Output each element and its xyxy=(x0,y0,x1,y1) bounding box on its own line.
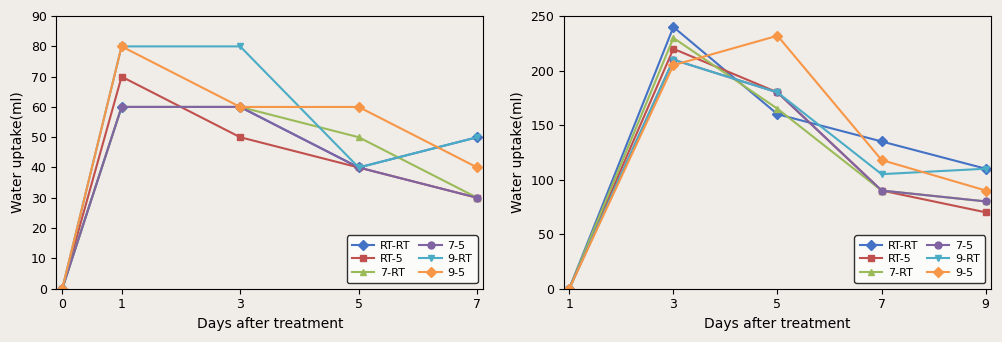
RT-5 xyxy=(876,188,888,193)
Line: 7-5: 7-5 xyxy=(566,56,989,292)
7-5 xyxy=(56,287,68,291)
7-RT xyxy=(353,135,365,139)
Line: 9-RT: 9-RT xyxy=(59,43,481,292)
7-5 xyxy=(876,188,888,193)
X-axis label: Days after treatment: Days after treatment xyxy=(704,317,851,331)
Line: RT-RT: RT-RT xyxy=(59,104,481,292)
RT-5 xyxy=(563,287,575,291)
7-RT xyxy=(471,196,483,200)
7-RT xyxy=(980,199,992,203)
7-RT xyxy=(115,105,127,109)
Line: 9-5: 9-5 xyxy=(59,43,481,292)
RT-RT xyxy=(772,112,784,116)
7-5 xyxy=(980,199,992,203)
Line: RT-5: RT-5 xyxy=(59,73,481,292)
Line: 9-5: 9-5 xyxy=(566,32,989,292)
9-5 xyxy=(563,287,575,291)
Line: 9-RT: 9-RT xyxy=(566,56,989,292)
RT-5 xyxy=(667,47,679,51)
Line: 7-RT: 7-RT xyxy=(566,35,989,292)
Legend: RT-RT, RT-5, 7-RT, 7-5, 9-RT, 9-5: RT-RT, RT-5, 7-RT, 7-5, 9-RT, 9-5 xyxy=(347,235,478,283)
7-RT xyxy=(876,188,888,193)
7-5 xyxy=(115,105,127,109)
7-5 xyxy=(563,287,575,291)
9-5 xyxy=(876,158,888,162)
RT-5 xyxy=(234,135,246,139)
RT-5 xyxy=(115,75,127,79)
Y-axis label: Water uptake(ml): Water uptake(ml) xyxy=(11,92,25,213)
Y-axis label: Water uptake(ml): Water uptake(ml) xyxy=(511,92,525,213)
9-5 xyxy=(471,166,483,170)
7-RT xyxy=(772,107,784,111)
X-axis label: Days after treatment: Days after treatment xyxy=(196,317,343,331)
9-5 xyxy=(115,44,127,49)
RT-5 xyxy=(56,287,68,291)
Line: RT-5: RT-5 xyxy=(566,45,989,292)
RT-RT xyxy=(563,287,575,291)
9-5 xyxy=(234,105,246,109)
9-RT xyxy=(115,44,127,49)
Line: 7-RT: 7-RT xyxy=(59,104,481,292)
RT-RT xyxy=(234,105,246,109)
9-RT xyxy=(876,172,888,176)
RT-RT xyxy=(56,287,68,291)
RT-5 xyxy=(772,90,784,94)
7-RT xyxy=(234,105,246,109)
RT-RT xyxy=(667,25,679,29)
7-5 xyxy=(471,196,483,200)
7-RT xyxy=(563,287,575,291)
RT-RT xyxy=(876,140,888,144)
9-5 xyxy=(667,63,679,67)
9-5 xyxy=(353,105,365,109)
RT-5 xyxy=(353,166,365,170)
9-RT xyxy=(56,287,68,291)
Legend: RT-RT, RT-5, 7-RT, 7-5, 9-RT, 9-5: RT-RT, RT-5, 7-RT, 7-5, 9-RT, 9-5 xyxy=(855,235,985,283)
9-RT xyxy=(471,135,483,139)
RT-RT xyxy=(471,135,483,139)
7-5 xyxy=(772,90,784,94)
7-5 xyxy=(353,166,365,170)
RT-5 xyxy=(980,210,992,214)
Line: RT-RT: RT-RT xyxy=(566,24,989,292)
9-RT xyxy=(980,167,992,171)
RT-RT xyxy=(115,105,127,109)
7-RT xyxy=(667,36,679,40)
Line: 7-5: 7-5 xyxy=(59,104,481,292)
RT-5 xyxy=(471,196,483,200)
RT-RT xyxy=(353,166,365,170)
7-5 xyxy=(667,58,679,62)
9-RT xyxy=(234,44,246,49)
9-5 xyxy=(772,34,784,38)
7-RT xyxy=(56,287,68,291)
9-5 xyxy=(980,188,992,193)
9-RT xyxy=(563,287,575,291)
RT-RT xyxy=(980,167,992,171)
9-RT xyxy=(353,166,365,170)
9-5 xyxy=(56,287,68,291)
7-5 xyxy=(234,105,246,109)
9-RT xyxy=(772,90,784,94)
9-RT xyxy=(667,58,679,62)
